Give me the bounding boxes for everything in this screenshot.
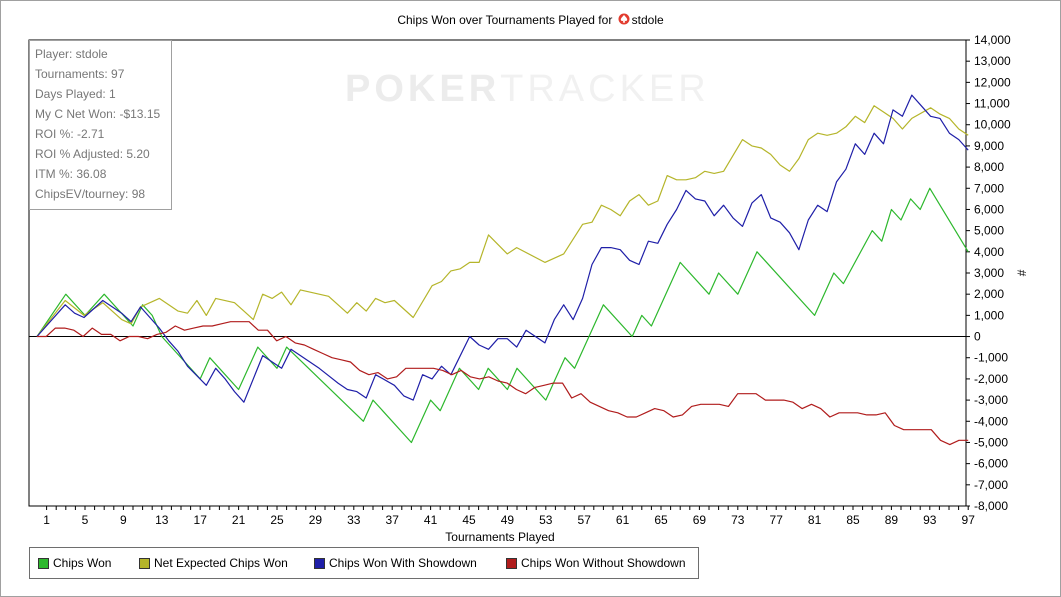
y-tick-label: 10,000: [974, 118, 1011, 132]
stat-days-played: Days Played: 1: [35, 87, 116, 101]
y-tick-label: -7,000: [974, 478, 1008, 492]
x-tick-label: 13: [155, 513, 169, 527]
y-tick-label: 12,000: [974, 75, 1011, 89]
stat-tournaments: Tournaments: 97: [35, 67, 125, 81]
y-tick-label: 13,000: [974, 54, 1011, 68]
series-lines: [36, 94, 969, 446]
axes: 14,00013,00012,00011,00010,0009,0008,000…: [28, 33, 1011, 527]
x-tick-label: 81: [808, 513, 822, 527]
y-tick-label: -4,000: [974, 414, 1008, 428]
y-tick-label: 6,000: [974, 202, 1004, 216]
y-tick-label: -5,000: [974, 435, 1008, 449]
y-tick-label: 8,000: [974, 160, 1004, 174]
x-tick-label: 77: [770, 513, 784, 527]
legend-label: Chips Won With Showdown: [329, 556, 477, 570]
x-tick-label: 21: [232, 513, 246, 527]
legend-swatch: [506, 558, 517, 569]
legend-swatch: [139, 558, 150, 569]
x-tick-label: 49: [501, 513, 515, 527]
y-tick-label: 4,000: [974, 245, 1004, 259]
y-tick-label: -6,000: [974, 457, 1008, 471]
legend-swatch: [38, 558, 49, 569]
legend-label: Chips Won Without Showdown: [521, 556, 686, 570]
x-tick-label: 41: [424, 513, 438, 527]
chart-title: Chips Won over Tournaments Played for st…: [0, 13, 1061, 27]
x-tick-label: 97: [962, 513, 976, 527]
legend-swatch: [314, 558, 325, 569]
legend-label: Chips Won: [53, 556, 112, 570]
x-tick-label: 65: [654, 513, 668, 527]
x-tick-label: 45: [462, 513, 476, 527]
x-tick-label: 17: [194, 513, 208, 527]
y-tick-label: -2,000: [974, 372, 1008, 386]
x-tick-label: 93: [923, 513, 937, 527]
stat-roi-adjusted: ROI % Adjusted: 5.20: [35, 147, 150, 161]
y-tick-label: 2,000: [974, 287, 1004, 301]
y-tick-label: 5,000: [974, 224, 1004, 238]
y-tick-label: 7,000: [974, 181, 1004, 195]
stat-net-won: My C Net Won: -$13.15: [35, 107, 161, 121]
stat-itm: ITM %: 36.08: [35, 167, 107, 181]
x-tick-label: 29: [309, 513, 323, 527]
x-tick-label: 61: [616, 513, 630, 527]
series-with-showdown: [36, 94, 969, 403]
x-tick-label: 85: [846, 513, 860, 527]
series-without-showdown: [37, 321, 969, 446]
y-tick-label: -8,000: [974, 499, 1008, 513]
stat-chipsev: ChipsEV/tourney: 98: [35, 187, 146, 201]
x-tick-label: 33: [347, 513, 361, 527]
x-axis-label: Tournaments Played: [445, 530, 555, 544]
y-tick-label: 1,000: [974, 308, 1004, 322]
stat-roi: ROI %: -2.71: [35, 127, 105, 141]
spade-icon: [618, 13, 630, 25]
stat-player: Player: stdole: [35, 47, 108, 61]
y-tick-label: 0: [974, 330, 981, 344]
series-net-expected: [36, 105, 969, 337]
x-tick-label: 53: [539, 513, 553, 527]
player-name: stdole: [631, 13, 664, 27]
y-tick-label: -3,000: [974, 393, 1008, 407]
player-stats-box: Player: stdole Tournaments: 97 Days Play…: [29, 40, 172, 210]
legend-label: Net Expected Chips Won: [154, 556, 288, 570]
x-tick-label: 1: [43, 513, 50, 527]
y-tick-label: 9,000: [974, 139, 1004, 153]
y-tick-label: -1,000: [974, 351, 1008, 365]
x-tick-label: 25: [270, 513, 284, 527]
x-tick-label: 5: [82, 513, 89, 527]
series-chips-won: [36, 187, 969, 444]
chart-legend: Chips Won Net Expected Chips Won Chips W…: [29, 547, 699, 579]
y-tick-label: 3,000: [974, 266, 1004, 280]
x-tick-label: 73: [731, 513, 745, 527]
x-tick-label: 57: [578, 513, 592, 527]
y-tick-label: 11,000: [974, 97, 1010, 111]
x-tick-label: 89: [885, 513, 899, 527]
pokertracker-watermark-logo: POKERTRACKER: [345, 68, 710, 110]
y-axis-label: #: [1014, 269, 1029, 277]
x-tick-label: 9: [120, 513, 127, 527]
x-tick-label: 37: [386, 513, 400, 527]
y-tick-label: 14,000: [974, 33, 1011, 47]
chart-title-text: Chips Won over Tournaments Played for: [397, 13, 613, 27]
x-tick-label: 69: [693, 513, 707, 527]
